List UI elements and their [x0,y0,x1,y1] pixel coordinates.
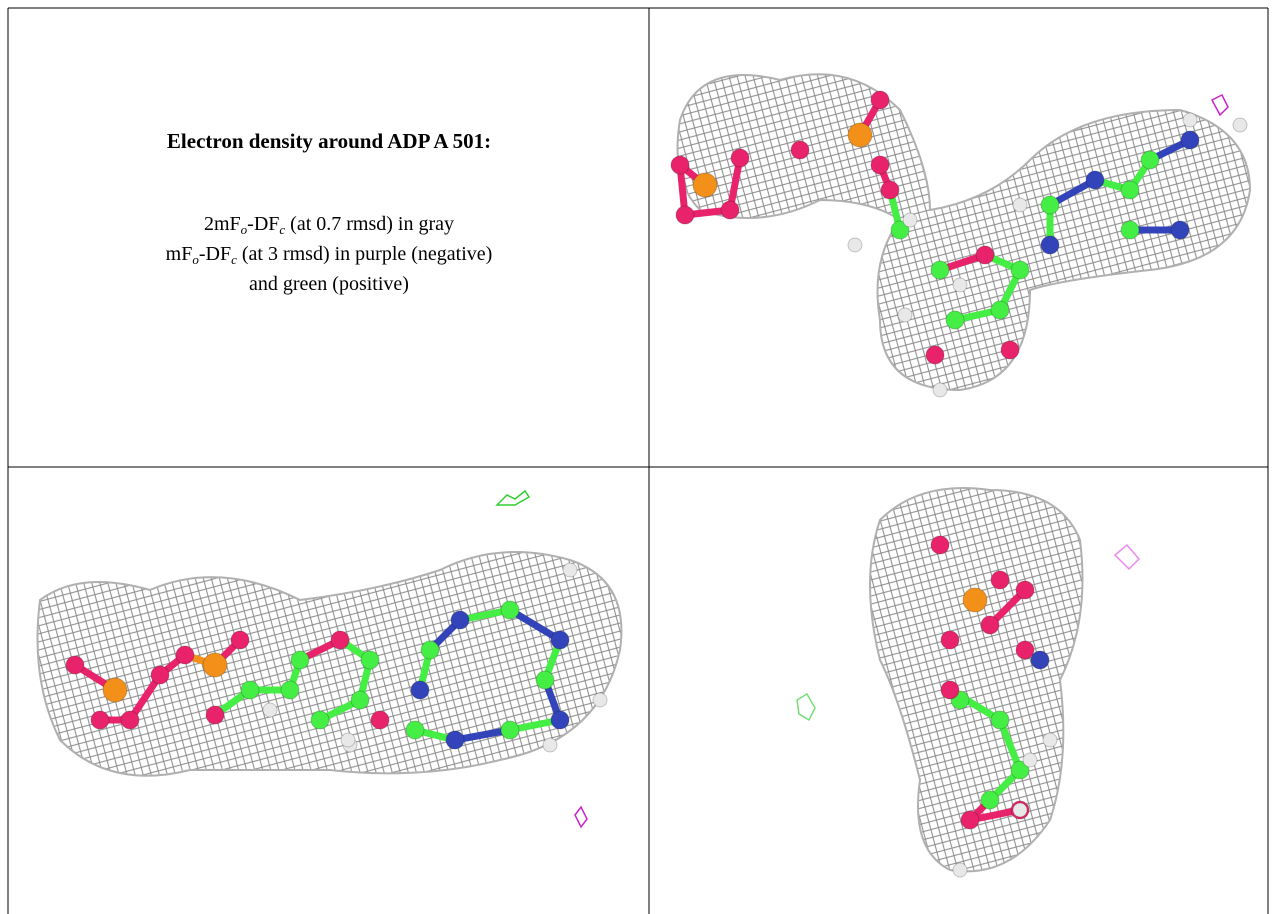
atom [501,601,519,619]
atom [933,383,947,397]
atom [406,721,424,739]
atom [1013,198,1027,212]
atom [1181,131,1199,149]
atom [931,536,949,554]
atom [953,278,967,292]
atom [501,721,519,739]
atom [593,693,607,707]
caption-line: mFo-DFc (at 3 rmsd) in purple (negative) [9,239,649,269]
atom [241,681,259,699]
atom [103,678,127,702]
atom [991,571,1009,589]
text-run: 2mF [204,213,241,235]
atom [671,156,689,174]
atom [341,733,355,747]
caption-line: 2mFo-DFc (at 0.7 rmsd) in gray [9,209,649,239]
atom [791,141,809,159]
atom [976,246,994,264]
atom [926,346,944,364]
atom [946,311,964,329]
atom [291,651,309,669]
atom [1031,651,1049,669]
atom [953,863,967,877]
atom [1041,236,1059,254]
atom [543,738,557,752]
atom [991,301,1009,319]
atom [551,711,569,729]
atom [871,156,889,174]
text-run: -DF [247,213,279,235]
atom [848,123,872,147]
atom [721,201,739,219]
atom [1011,261,1029,279]
atom [1041,196,1059,214]
atom [361,651,379,669]
page: Electron density around ADP A 501: 2mFo-… [0,0,1276,914]
text-run: mF [166,243,193,265]
atom [991,711,1009,729]
atom [1171,221,1189,239]
atom [563,563,577,577]
atom [1016,581,1034,599]
atom [331,631,349,649]
atom [881,181,899,199]
atom [1183,113,1197,127]
atom [176,646,194,664]
atom [1043,733,1057,747]
atom [231,631,249,649]
text-run: -DF [199,243,231,265]
atom [1233,118,1247,132]
atom [121,711,139,729]
atom [203,653,227,677]
atom [151,666,169,684]
atom [551,631,569,649]
atom [931,261,949,279]
caption-line: and green (positive) [9,269,649,299]
atom [1141,151,1159,169]
caption-title: Electron density around ADP A 501: [9,129,649,154]
atom [1001,341,1019,359]
atom [693,173,717,197]
atom [981,791,999,809]
atom [351,691,369,709]
atom [451,611,469,629]
atom [91,711,109,729]
atom [871,91,889,109]
atom [411,681,429,699]
atom [848,238,862,252]
atom [371,711,389,729]
text-run: (at 0.7 rmsd) in gray [285,213,454,235]
text-run: and green (positive) [249,273,409,295]
atom [903,213,917,227]
atom [206,706,224,724]
atom [281,681,299,699]
atom [446,731,464,749]
atom [421,641,439,659]
atom [1086,171,1104,189]
atom [898,308,912,322]
atom [963,588,987,612]
text-run: (at 3 rmsd) in purple (negative) [237,243,492,265]
atom [941,631,959,649]
atom [941,681,959,699]
atom [961,811,979,829]
atom [1121,181,1139,199]
atom [731,149,749,167]
atom [536,671,554,689]
atom [311,711,329,729]
atom [1121,221,1139,239]
atom [981,616,999,634]
atom [1023,753,1037,767]
atom [66,656,84,674]
atom [263,703,277,717]
atom [676,206,694,224]
atom [1013,803,1027,817]
